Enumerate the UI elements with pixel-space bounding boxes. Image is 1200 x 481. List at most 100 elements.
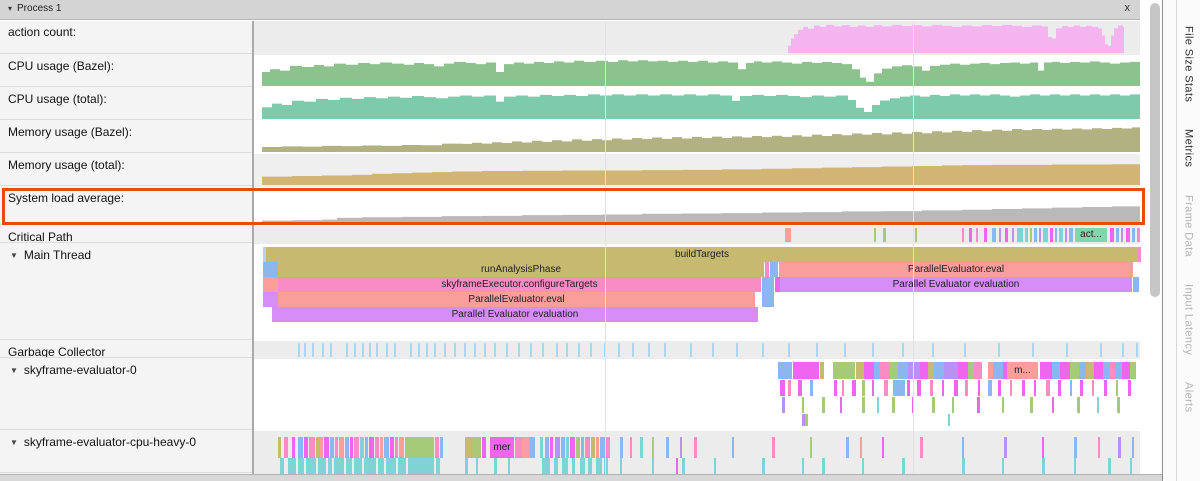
trace-slice xyxy=(390,437,394,458)
trace-slice xyxy=(802,397,804,413)
trace-slice-parallelevaluator-eval[interactable]: ParallelEvaluator.eval xyxy=(779,262,1133,277)
trace-slice xyxy=(1004,437,1007,458)
trace-slice xyxy=(1032,343,1034,357)
trace-slice-parallel-evaluator-evaluation[interactable]: Parallel Evaluator evaluation xyxy=(272,307,758,322)
track-label-cpu-bazel: CPU usage (Bazel): xyxy=(0,55,252,87)
trace-slice xyxy=(386,458,396,474)
trace-slice xyxy=(1042,437,1044,458)
trace-slice-skyframeexecutor-configuretargets[interactable]: skyframeExecutor.configureTargets xyxy=(278,277,761,292)
track-action-count[interactable] xyxy=(254,21,1140,55)
trace-slice xyxy=(322,343,324,357)
trace-slice xyxy=(1130,362,1136,379)
trace-slice xyxy=(540,437,543,458)
trace-slice xyxy=(354,343,356,357)
trace-slice-act-[interactable]: act... xyxy=(1075,228,1107,242)
track-label-mem-bazel: Memory usage (Bazel): xyxy=(0,121,252,153)
trace-slice xyxy=(772,437,775,458)
trace-slice-parallelevaluator-eval[interactable]: ParallelEvaluator.eval xyxy=(278,292,755,307)
track-critical-path[interactable]: act... xyxy=(254,226,1140,244)
tab-alerts[interactable]: Alerts xyxy=(1182,381,1195,413)
process-header[interactable]: ▾ Process 1 x xyxy=(0,0,1140,20)
trace-slice xyxy=(376,343,378,357)
trace-slice xyxy=(280,458,284,474)
trace-slice xyxy=(952,397,954,413)
track-sys-load[interactable] xyxy=(254,187,1140,226)
trace-slice xyxy=(1052,362,1060,379)
track-label-skyframe-evaluator-cpu-heavy-0[interactable]: ▼ skyframe-evaluator-cpu-heavy-0 xyxy=(0,431,252,473)
sidebar-inner-divider xyxy=(1176,0,1177,481)
track-cpu-total[interactable] xyxy=(254,88,1140,121)
trace-slice xyxy=(1074,458,1076,474)
trace-slice xyxy=(810,380,813,396)
trace-slice xyxy=(384,437,389,458)
trace-slice xyxy=(306,458,316,474)
trace-slice xyxy=(928,362,934,379)
trace-slice xyxy=(562,458,568,474)
trace-slice-runanalysisphase[interactable]: runAnalysisPhase xyxy=(278,262,764,277)
collapse-arrow-icon[interactable]: ▼ xyxy=(10,251,18,260)
vertical-scrollbar[interactable] xyxy=(1148,0,1162,474)
trace-slice xyxy=(556,343,558,357)
trace-slice xyxy=(976,228,978,242)
trace-slice xyxy=(968,362,974,379)
trace-slice xyxy=(1034,380,1036,396)
collapse-arrow-icon[interactable]: ▼ xyxy=(10,438,18,447)
trace-slice xyxy=(335,437,338,458)
tab-file-size-stats[interactable]: File Size Stats xyxy=(1182,26,1195,103)
trace-slice xyxy=(566,343,568,357)
trace-slice xyxy=(965,380,968,396)
track-main-thread[interactable]: buildTargets runAnalysisPhase ParallelEval… xyxy=(254,244,1141,341)
trace-slice xyxy=(988,362,993,379)
vertical-scrollbar-thumb[interactable] xyxy=(1150,3,1160,297)
trace-slice xyxy=(917,380,921,396)
collapse-arrow-icon[interactable]: ▼ xyxy=(10,366,18,375)
trace-slice xyxy=(1097,397,1099,413)
trace-slice-buildtargets[interactable]: buildTargets xyxy=(266,247,1138,262)
track-label-text: skyframe-evaluator-0 xyxy=(23,363,137,377)
tab-metrics[interactable]: Metrics xyxy=(1182,129,1195,168)
track-skyframe-evaluator-0[interactable]: m... xyxy=(254,359,1140,431)
trace-slice xyxy=(962,458,965,474)
track-skyframe-evaluator-cpu-heavy-0[interactable]: mer xyxy=(254,431,1140,474)
trace-slice xyxy=(1079,362,1086,379)
trace-slice xyxy=(1040,362,1052,379)
trace-slice xyxy=(892,397,895,413)
trace-slice xyxy=(932,343,934,357)
track-mem-total[interactable] xyxy=(254,154,1140,187)
tab-frame-data[interactable]: Frame Data xyxy=(1182,194,1195,257)
trace-slice xyxy=(1130,458,1132,474)
slice-row-skyframe-evaluator-0-3 xyxy=(262,414,1140,426)
trace-slice xyxy=(482,437,486,458)
slice-row-main-thread-4: Parallel Evaluator evaluation xyxy=(262,307,1140,322)
track-mem-bazel[interactable] xyxy=(254,121,1140,154)
close-icon[interactable]: x xyxy=(1124,2,1131,14)
trace-slice xyxy=(590,343,592,357)
track-label-main-thread[interactable]: ▼ Main Thread xyxy=(0,244,252,340)
trace-slice xyxy=(680,437,682,458)
track-label-skyframe-evaluator-0[interactable]: ▼ skyframe-evaluator-0 xyxy=(0,359,252,430)
collapse-arrow-icon[interactable]: ▾ xyxy=(8,4,13,13)
trace-slice-mer[interactable]: mer xyxy=(490,437,514,458)
trace-slice xyxy=(542,458,550,474)
counter-chart-action-count xyxy=(262,24,1140,53)
trace-slice xyxy=(1122,362,1130,379)
trace-slice xyxy=(298,343,300,357)
trace-slice xyxy=(386,343,388,357)
track-label-text: System load average: xyxy=(8,191,125,205)
trace-slice xyxy=(816,343,818,357)
horizontal-scrollbar[interactable] xyxy=(0,474,1163,481)
trace-slice xyxy=(1010,380,1012,396)
track-garbage-collector[interactable] xyxy=(254,341,1140,359)
track-label-text: CPU usage (total): xyxy=(8,92,107,106)
trace-slice xyxy=(474,343,476,357)
trace-slice xyxy=(292,437,295,458)
tab-input-latency[interactable]: Input Latency xyxy=(1182,283,1195,355)
track-label-text: CPU usage (Bazel): xyxy=(8,59,115,73)
trace-slice xyxy=(278,437,281,458)
trace-slice xyxy=(1060,362,1070,379)
trace-slice xyxy=(1098,437,1100,458)
trace-slice-m-[interactable]: m... xyxy=(1007,362,1038,379)
track-area[interactable]: act... buildTargets runAnalysisPhase Parall… xyxy=(254,21,1148,474)
track-cpu-bazel[interactable] xyxy=(254,55,1140,88)
trace-slice-parallel-evaluator-evaluation[interactable]: Parallel Evaluator evaluation xyxy=(780,277,1132,292)
